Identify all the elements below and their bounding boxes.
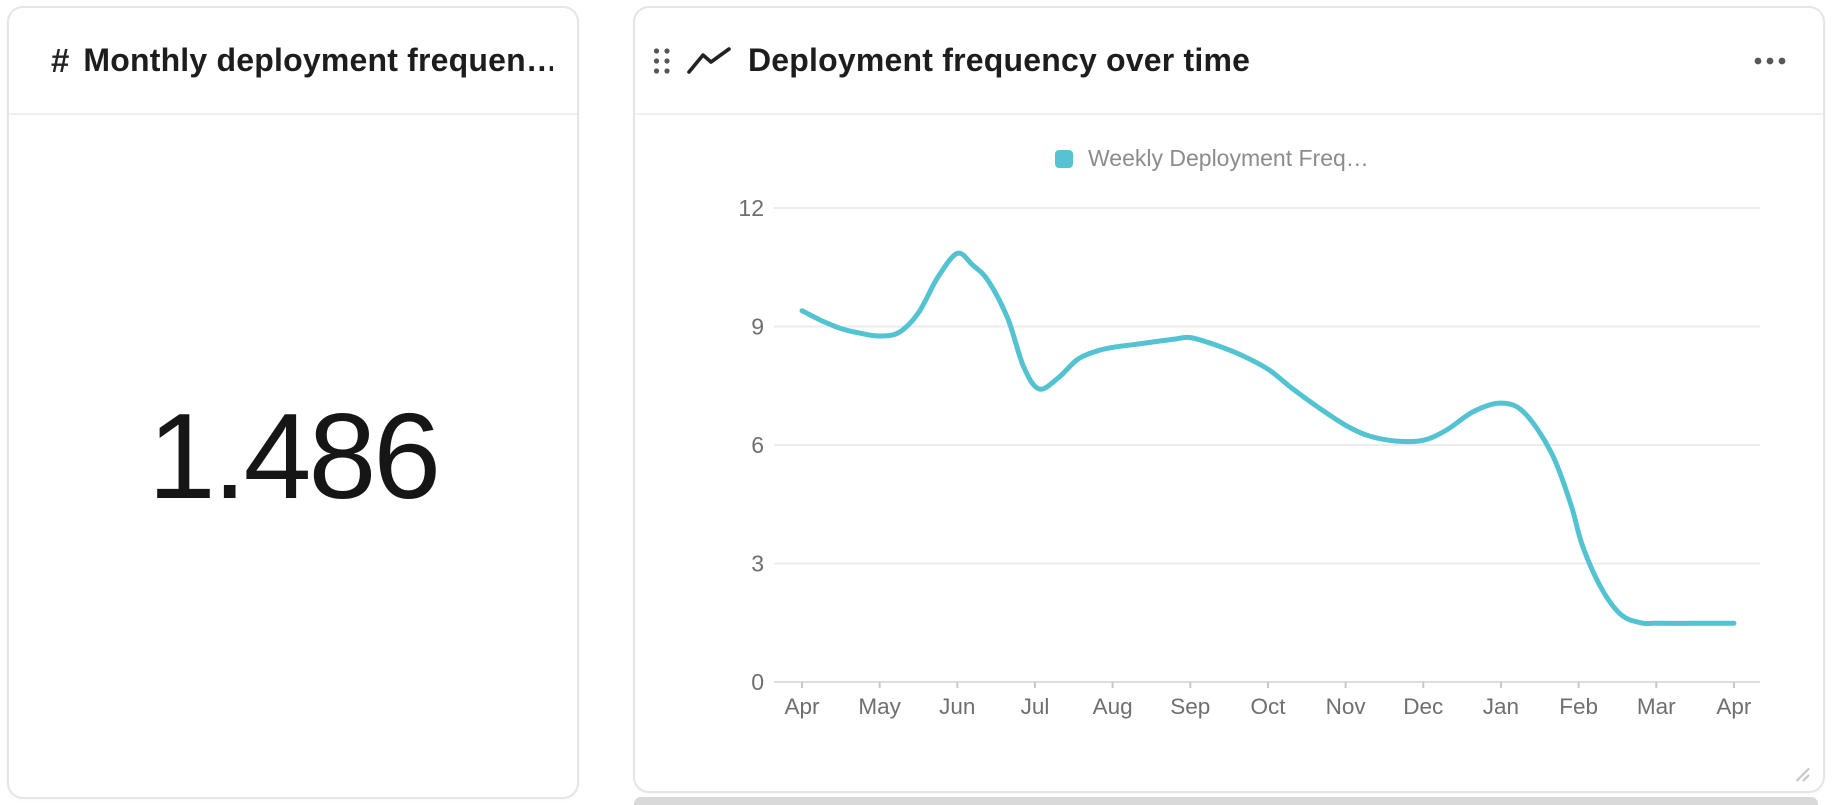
stat-value: 1.486 <box>148 395 438 517</box>
svg-text:0: 0 <box>751 669 764 695</box>
svg-text:May: May <box>858 694 901 719</box>
svg-text:6: 6 <box>751 432 764 458</box>
svg-text:Mar: Mar <box>1637 694 1676 719</box>
svg-text:Sep: Sep <box>1170 694 1210 719</box>
resize-handle-icon[interactable] <box>1793 765 1811 783</box>
stat-widget-card: # Monthly deployment frequen… 1.486 <box>7 6 579 799</box>
chart-widget-card: Deployment frequency over time Weekly De… <box>633 6 1825 793</box>
stat-widget-body: 1.486 <box>9 115 577 797</box>
svg-text:Apr: Apr <box>1716 694 1752 719</box>
svg-text:Feb: Feb <box>1559 694 1598 719</box>
svg-text:Jul: Jul <box>1021 694 1050 719</box>
svg-text:9: 9 <box>751 314 764 340</box>
svg-text:Oct: Oct <box>1250 694 1286 719</box>
stat-widget-header[interactable]: # Monthly deployment frequen… <box>9 8 577 115</box>
svg-text:Jan: Jan <box>1483 694 1519 719</box>
drag-handle-icon[interactable] <box>653 47 670 75</box>
svg-text:Apr: Apr <box>784 694 820 719</box>
dashboard-canvas: { "stat_card": { "icon": "#", "title": "… <box>0 0 1836 804</box>
line-chart-icon <box>686 46 732 76</box>
svg-text:Dec: Dec <box>1403 694 1443 719</box>
svg-text:3: 3 <box>751 551 764 577</box>
line-chart: 0 3 6 9 12 Apr May Jun Jul Aug Sep Oct Nov Dec Jan Feb M… <box>635 115 1827 795</box>
chart-area: Weekly Deployment Freq… 036912AprMayJunJ… <box>635 115 1823 791</box>
chart-widget-title: Deployment frequency over time <box>748 42 1250 79</box>
svg-text:Nov: Nov <box>1326 694 1367 719</box>
svg-text:Aug: Aug <box>1093 694 1133 719</box>
number-widget-icon: # <box>51 42 69 80</box>
stat-widget-title: Monthly deployment frequen… <box>83 42 553 79</box>
chart-widget-header: Deployment frequency over time <box>635 8 1823 115</box>
ellipsis-icon <box>1753 56 1787 66</box>
svg-text:Jun: Jun <box>939 694 975 719</box>
svg-text:12: 12 <box>738 195 764 221</box>
more-options-button[interactable] <box>1747 50 1793 72</box>
